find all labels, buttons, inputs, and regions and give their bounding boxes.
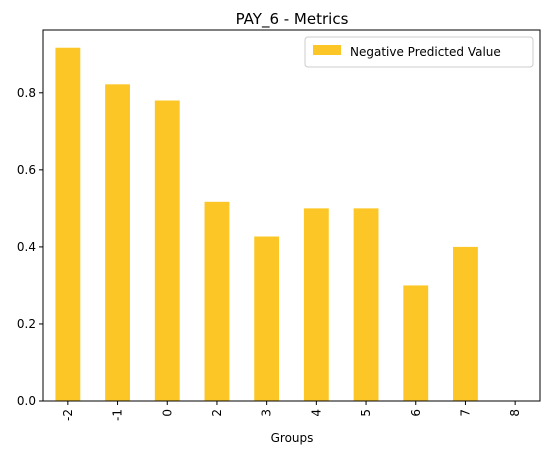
bar-6 <box>403 285 429 401</box>
y-tick-label: 0.8 <box>17 86 36 100</box>
x-tick-label: 6 <box>409 409 423 417</box>
bar-0 <box>154 100 180 401</box>
bar-4 <box>303 208 329 401</box>
x-tick-label: 0 <box>160 409 174 417</box>
x-tick-label: -2 <box>61 409 75 421</box>
x-tick-label: 5 <box>359 409 373 417</box>
x-tick-label: 4 <box>309 409 323 417</box>
x-tick-label: -1 <box>111 409 125 421</box>
legend-frame <box>304 36 534 68</box>
bar-2 <box>204 201 230 401</box>
y-axis: 0.0 0.2 0.4 0.6 0.8 <box>17 86 43 408</box>
chart-title: PAY_6 - Metrics <box>236 10 349 29</box>
bars-group <box>55 47 478 402</box>
x-tick-label: 7 <box>458 409 472 417</box>
bar-3 <box>254 236 280 401</box>
x-tick-label: 3 <box>260 409 274 417</box>
bar-5 <box>353 208 379 401</box>
legend: Negative Predicted Value <box>304 36 534 68</box>
y-tick-label: 0.2 <box>17 317 36 331</box>
x-axis: -2 -1 0 2 3 4 5 6 7 8 <box>61 401 522 421</box>
bar--1 <box>105 84 130 402</box>
y-tick-label: 0.4 <box>17 240 36 254</box>
x-axis-label: Groups <box>271 431 314 445</box>
legend-swatch <box>313 45 341 55</box>
y-tick-label: 0.0 <box>17 394 36 408</box>
legend-label: Negative Predicted Value <box>350 45 501 59</box>
bar--2 <box>55 47 81 401</box>
plot-frame <box>42 29 541 402</box>
x-tick-label: 2 <box>210 409 224 417</box>
y-tick-label: 0.6 <box>17 163 36 177</box>
bar-7 <box>453 246 478 401</box>
x-tick-label: 8 <box>508 409 522 417</box>
